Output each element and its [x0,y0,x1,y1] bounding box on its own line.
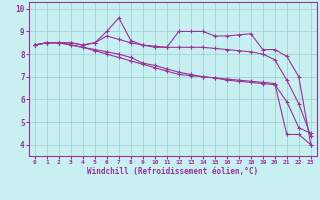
X-axis label: Windchill (Refroidissement éolien,°C): Windchill (Refroidissement éolien,°C) [87,167,258,176]
